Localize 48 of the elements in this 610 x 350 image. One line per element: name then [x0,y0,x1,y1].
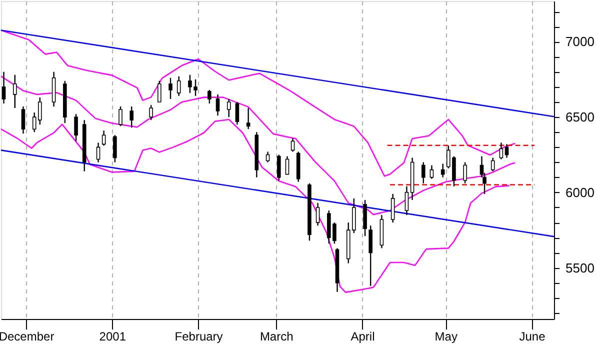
candlestick [102,130,106,146]
candlestick [21,106,26,134]
x-tick-label: June [519,330,546,344]
candlestick [2,71,6,104]
candlestick [276,154,281,181]
candlestick [176,76,181,97]
line-series [0,30,516,177]
x-tick-label: February [174,330,223,344]
candlestick [404,186,409,216]
y-tick-label: 6500 [566,110,594,125]
candlestick [490,157,495,172]
candlestick [440,163,445,178]
candlestick [285,156,290,175]
candlestick [12,74,17,109]
candlestick [463,162,467,184]
x-tick-label: April [350,330,375,344]
candlestick [130,106,134,128]
candlestick [246,107,250,130]
candlestick [390,193,395,224]
y-tick-label: 5500 [566,260,594,276]
y-tick-label: 6000 [566,184,594,200]
candlestick [208,89,212,104]
candlestick [157,80,162,103]
candlestick [96,142,100,163]
candlestick [368,224,372,286]
candlestick [113,134,117,163]
candlestick [149,104,153,121]
candlestick [216,94,220,116]
x-tick-label: March [260,330,294,344]
candlestick [118,106,122,127]
candlestick [235,101,240,126]
candlestick [430,164,434,180]
candlestick [316,202,320,226]
line-series [0,118,510,293]
candlestick [499,142,504,160]
candlestick [421,162,426,184]
candlestick [38,96,42,126]
candlestick [504,144,509,158]
x-tick-label: May [434,330,458,344]
candlestick [266,151,270,163]
y-tick-label: 7000 [566,34,594,50]
candlestick [226,98,231,118]
x-tick-label: December [0,330,54,344]
candlestick [32,112,36,133]
candlestick [168,77,172,100]
candlestick [290,138,295,152]
candlestick [74,113,78,142]
x-tick-label: 2001 [99,330,126,344]
